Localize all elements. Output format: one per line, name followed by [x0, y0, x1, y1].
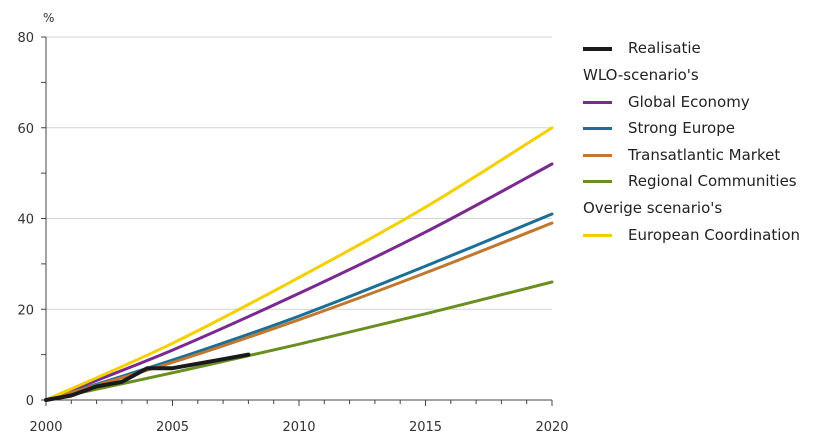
legend-label: Realisatie [628, 39, 701, 57]
legend-swatch [583, 127, 612, 130]
y-tick-label: 60 [17, 122, 34, 137]
legend-item: Transatlantic Market [583, 142, 811, 169]
series-line-european-coordination [44, 126, 554, 402]
x-tick-label: 2005 [156, 420, 189, 434]
series-line-global-economy [44, 162, 554, 402]
y-tick-label: 20 [17, 303, 34, 318]
legend: Realisatie WLO-scenario's Global Economy St… [583, 35, 811, 248]
legend-label: Strong Europe [628, 119, 735, 137]
legend-swatch [583, 153, 612, 157]
y-unit-label: % [43, 11, 54, 25]
series-line-regional-communities [44, 280, 554, 402]
x-tick-label: 2015 [409, 420, 442, 434]
legend-swatch [583, 233, 612, 237]
legend-label: European Coordination [628, 225, 801, 244]
legend-swatch [583, 180, 612, 183]
y-tick-label: 40 [17, 213, 34, 228]
legend-swatch [583, 46, 612, 51]
legend-item: European Coordination [583, 222, 811, 249]
legend-item: Global Economy [583, 89, 811, 116]
y-tick-label: 0 [26, 394, 34, 409]
legend-swatch [583, 100, 612, 104]
axes [41, 36, 553, 406]
legend-item: Strong Europe [583, 115, 811, 142]
legend-label: Transatlantic Market [628, 145, 781, 164]
legend-group-heading: WLO-scenario's [583, 65, 699, 84]
x-tick-label: 2020 [535, 420, 568, 434]
x-tick-label: 2010 [282, 420, 315, 434]
legend-label: Regional Communities [628, 172, 797, 190]
legend-label: Global Economy [628, 92, 750, 111]
series-line-realisatie [44, 352, 251, 402]
y-tick-label: 80 [17, 31, 34, 46]
legend-item: Regional Communities [583, 168, 811, 195]
tick-labels: 0 20 40 60 80 2000 2005 2010 2015 2020 [17, 31, 568, 434]
x-tick-label: 2000 [29, 420, 62, 434]
gridlines [46, 36, 552, 310]
series-line-transatlantic-market [44, 221, 554, 402]
legend-item: Realisatie [583, 35, 811, 62]
legend-group-heading: Overige scenario's [583, 198, 723, 217]
series-lines [44, 126, 554, 402]
